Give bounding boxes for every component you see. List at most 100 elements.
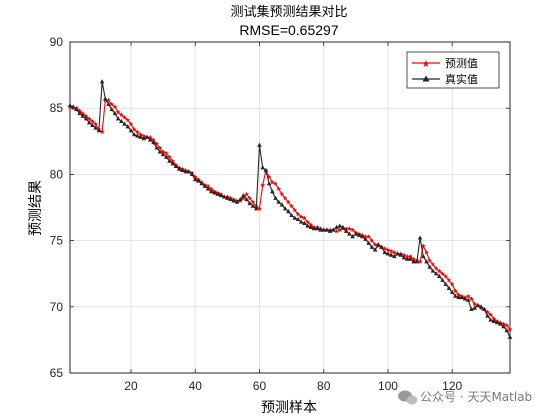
series-actual: [67, 79, 513, 339]
data-point-predicted: [289, 203, 295, 209]
data-point-actual: [183, 169, 188, 174]
data-point-predicted: [125, 117, 131, 123]
legend: ★ 预测值 真实值: [406, 51, 500, 89]
data-point-predicted: [157, 145, 163, 151]
data-point-actual: [247, 200, 253, 206]
data-point-actual: [164, 154, 169, 159]
data-point-actual: [241, 192, 246, 198]
data-point-actual: [475, 302, 481, 308]
data-point-actual: [157, 149, 163, 154]
data-point-actual: [83, 116, 89, 121]
data-point-actual: [302, 220, 307, 225]
wechat-bubble-icon: [398, 390, 418, 405]
data-point-actual: [388, 252, 394, 257]
data-point-actual: [257, 142, 262, 147]
data-point-actual: [244, 196, 249, 202]
data-point-actual: [221, 194, 227, 199]
data-point-actual: [115, 116, 121, 121]
data-point-predicted: [298, 214, 304, 219]
data-point-actual: [106, 101, 111, 106]
data-point-predicted: [417, 259, 423, 264]
data-point-predicted: [247, 195, 253, 201]
x-tick-label: 120: [442, 379, 462, 393]
data-point-actual: [289, 212, 294, 218]
data-point-predicted: [407, 253, 413, 259]
x-tick-label: 40: [189, 379, 203, 393]
data-point-actual: [74, 106, 79, 112]
data-point-predicted: [106, 97, 112, 103]
data-point-actual: [478, 304, 484, 309]
data-point-actual: [385, 251, 391, 256]
data-point-predicted: [501, 321, 507, 327]
data-point-actual: [279, 202, 285, 207]
data-point-predicted: [465, 293, 471, 299]
data-point-actual: [212, 190, 217, 195]
data-point-predicted: [292, 207, 298, 213]
data-point-predicted: [343, 226, 349, 231]
data-point-actual: [356, 232, 362, 237]
axis-ticks: 20 40 60 80 100 120 65 70 75 80 85 90: [50, 35, 510, 393]
x-tick-label: 20: [124, 379, 138, 393]
data-point-actual: [494, 320, 500, 325]
watermark: 公众号 · 天天Matlab: [398, 390, 532, 405]
y-tick-label: 80: [50, 167, 64, 181]
data-point-actual: [90, 122, 95, 128]
data-point-predicted: [240, 195, 246, 201]
data-point-predicted: [440, 271, 446, 276]
data-point-actual: [337, 223, 343, 228]
data-point-actual: [343, 228, 349, 233]
data-point-actual: [135, 133, 140, 138]
data-point-actual: [443, 281, 449, 286]
data-point-actual: [453, 293, 458, 298]
data-point-actual: [295, 216, 301, 222]
data-point-predicted: [472, 301, 478, 307]
data-point-actual: [501, 324, 506, 329]
data-point-predicted: [205, 183, 211, 189]
data-point-predicted: [131, 126, 137, 132]
data-point-actual: [334, 224, 339, 229]
data-point-predicted: [154, 141, 160, 147]
data-point-actual: [231, 198, 237, 203]
data-point-actual: [205, 186, 211, 191]
x-tick-label: 60: [253, 379, 267, 393]
data-point-actual: [327, 228, 333, 233]
data-point-predicted: [382, 245, 388, 251]
data-point-actual: [196, 178, 201, 183]
data-point-predicted: [491, 316, 497, 321]
data-point-actual: [411, 259, 416, 264]
data-point-predicted: [468, 296, 474, 301]
y-tick-label: 75: [50, 234, 64, 248]
data-point-actual: [311, 226, 317, 231]
y-tick-label: 85: [50, 101, 64, 115]
data-point-actual: [363, 236, 368, 241]
data-point-predicted: [305, 219, 311, 225]
data-point-actual: [263, 167, 269, 173]
data-point-actual: [395, 251, 400, 256]
data-point-actual: [215, 191, 221, 196]
data-point-actual: [398, 252, 404, 257]
data-point-actual: [160, 151, 166, 157]
data-point-predicted: [427, 257, 433, 263]
data-point-actual: [321, 227, 327, 232]
data-point-actual: [122, 121, 127, 126]
data-point-actual: [147, 137, 153, 142]
data-point-predicted: [346, 226, 352, 231]
data-point-predicted: [260, 182, 266, 188]
data-point-predicted: [266, 174, 272, 180]
data-point-actual: [482, 306, 487, 312]
data-point-actual: [462, 296, 468, 301]
data-point-actual: [404, 256, 410, 261]
y-axis-title: 预测结果: [28, 180, 44, 236]
data-point-actual: [366, 240, 371, 245]
data-point-actual: [369, 244, 375, 249]
data-point-predicted: [424, 249, 429, 255]
data-point-predicted: [147, 134, 153, 140]
data-point-actual: [218, 192, 224, 198]
data-point-predicted: [456, 292, 462, 297]
data-point-actual: [472, 305, 477, 310]
data-point-actual: [417, 235, 423, 240]
data-point-predicted: [504, 322, 510, 328]
data-point-actual: [491, 318, 497, 323]
data-point-predicted: [452, 288, 458, 294]
data-point-actual: [234, 199, 240, 204]
